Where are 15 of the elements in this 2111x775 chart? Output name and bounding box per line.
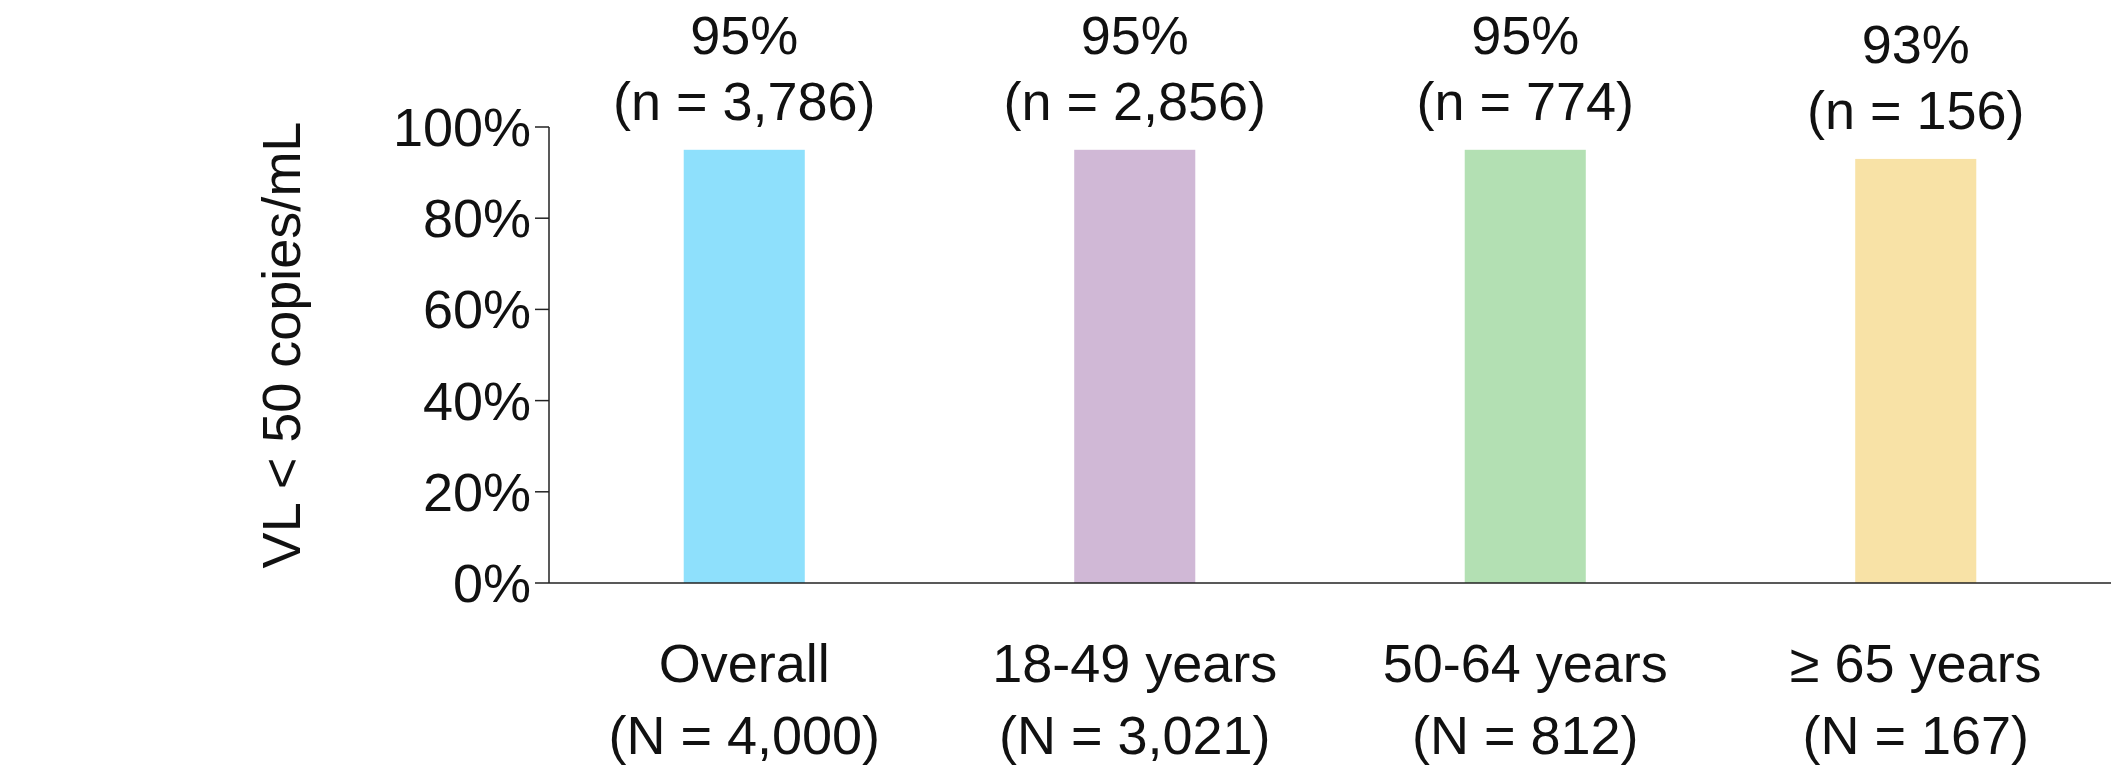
y-tick-label: 40% xyxy=(422,370,531,431)
x-tick-label: ≥ 65 years (N = 167) xyxy=(1789,633,2042,765)
data-label: 95% (n = 774) xyxy=(1416,4,1635,131)
data-label: 95% (n = 2,856) xyxy=(1003,4,1267,131)
y-tick-label: 80% xyxy=(422,188,531,249)
y-tick-label: 0% xyxy=(452,552,531,613)
y-tick-label: 100% xyxy=(392,96,531,157)
data-label: 93% (n = 156) xyxy=(1806,13,2025,140)
x-tick-label: Overall (N = 4,000) xyxy=(608,633,881,765)
data-label: 95% (n = 3,786) xyxy=(612,4,876,131)
y-tick-label: 60% xyxy=(422,279,531,340)
y-axis-title: VL < 50 copies/mL xyxy=(251,121,311,569)
x-tick-label: 18-49 years (N = 3,021) xyxy=(992,633,1278,765)
x-tick-label: 50-64 years (N = 812) xyxy=(1382,633,1668,765)
y-tick-label: 20% xyxy=(422,461,531,522)
